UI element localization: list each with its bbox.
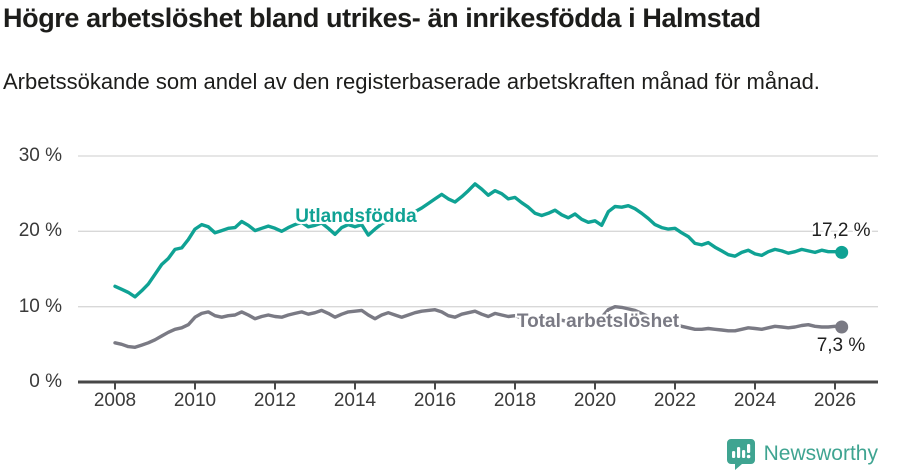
x-tick-label: 2018 — [493, 390, 537, 411]
x-tick-label: 2026 — [813, 390, 857, 411]
newsworthy-footer: Newsworthy — [725, 438, 878, 470]
y-tick-label: 10 % — [18, 295, 62, 317]
series-label-utlandsfodda: Utlandsfödda — [295, 206, 417, 227]
series-end-dot-total — [835, 320, 849, 334]
series-label-total-arbetsloshet: Total arbetslöshet — [516, 311, 680, 332]
y-tick-label: 0 % — [29, 371, 62, 392]
end-value-label-total: 7,3 % — [816, 335, 866, 356]
x-tick-label: 2012 — [253, 390, 297, 411]
newsworthy-logo-icon — [726, 439, 755, 470]
x-tick-label: 2008 — [93, 390, 137, 411]
series-line-utlandsfodda — [113, 182, 844, 299]
end-value-label-utlandsfodda: 17,2 % — [811, 220, 871, 241]
y-tick-label: 20 % — [18, 220, 62, 242]
newsworthy-wordmark: Newsworthy — [763, 442, 878, 465]
y-tick-label: 30 % — [18, 145, 62, 166]
series-end-dot-utlandsfodda — [835, 245, 849, 259]
x-tick-label: 2010 — [173, 390, 217, 411]
x-tick-label: 2022 — [653, 390, 697, 411]
x-tick-label: 2014 — [333, 390, 377, 411]
x-tick-label: 2024 — [733, 390, 777, 411]
page-title: Högre arbetslöshet bland utrikes- än inr… — [3, 3, 761, 33]
x-tick-label: 2016 — [413, 390, 457, 411]
x-tick-label: 2020 — [573, 390, 617, 411]
series-line-total — [113, 305, 844, 349]
chart-subtitle: Arbetssökande som andel av den registerb… — [3, 69, 820, 94]
